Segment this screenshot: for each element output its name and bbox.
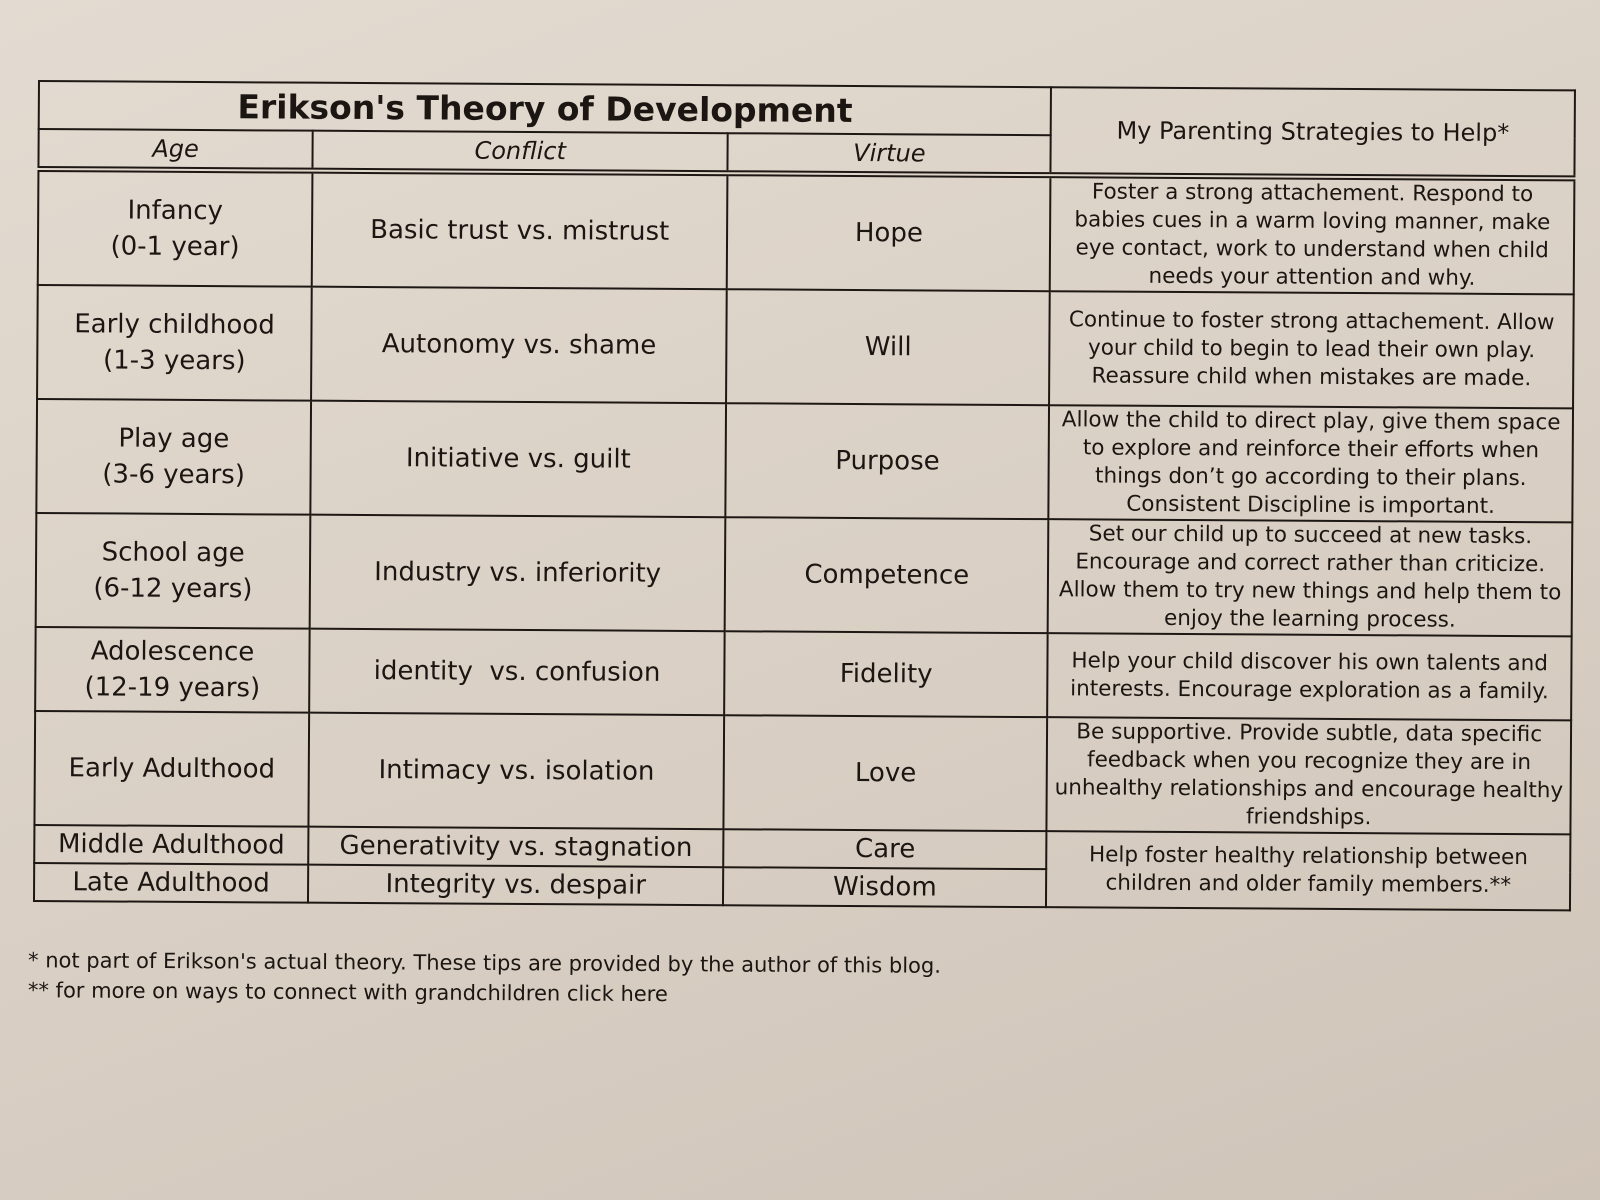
footnotes: * not part of Erikson's actual theory. T…: [28, 945, 941, 1011]
virtue-cell: Purpose: [725, 403, 1050, 520]
virtue-cell: Love: [723, 715, 1048, 832]
header-conflict: Conflict: [312, 130, 728, 174]
virtue-cell: Hope: [726, 173, 1051, 292]
strategy-cell: Help foster healthy relationship between…: [1046, 831, 1571, 911]
strategy-cell: Help your child discover his own talents…: [1047, 633, 1572, 721]
conflict-cell: Integrity vs. despair: [308, 864, 724, 906]
conflict-cell: Intimacy vs. isolation: [308, 712, 725, 830]
age-cell: School age (6-12 years): [35, 512, 311, 629]
erikson-table: Erikson's Theory of Development My Paren…: [33, 80, 1576, 911]
conflict-cell: Industry vs. inferiority: [309, 514, 726, 632]
conflict-cell: Generativity vs. stagnation: [308, 826, 724, 868]
header-virtue: Virtue: [727, 133, 1052, 176]
table-title: Erikson's Theory of Development: [38, 81, 1052, 136]
conflict-cell: Basic trust vs. mistrust: [311, 170, 728, 290]
table-row: Infancy (0-1 year) Basic trust vs. mistrus…: [37, 169, 1575, 295]
table-row: School age (6-12 years) Industry vs. infer…: [35, 512, 1573, 637]
table-row: Play age (3-6 years) Initiative vs. guilt P…: [36, 399, 1574, 523]
age-cell: Middle Adulthood: [34, 824, 309, 865]
table-row: Early Adulthood Intimacy vs. isolation Lov…: [34, 710, 1572, 835]
virtue-cell: Will: [726, 289, 1051, 406]
table-row: Early childhood (1-3 years) Autonomy vs. s…: [37, 285, 1574, 409]
virtue-cell: Wisdom: [723, 867, 1047, 908]
header-strategies: My Parenting Strategies to Help*: [1050, 87, 1575, 179]
footnote-2[interactable]: ** for more on ways to connect with gran…: [27, 978, 668, 1007]
virtue-cell: Competence: [724, 517, 1049, 634]
table-row: Adolescence (12-19 years) identity vs. con…: [35, 626, 1572, 721]
strategy-cell: Continue to foster strong attachement. A…: [1049, 291, 1574, 409]
strategy-cell: Set our child up to succeed at new tasks…: [1048, 519, 1573, 637]
age-cell: Adolescence (12-19 years): [35, 626, 310, 713]
strategy-cell: Be supportive. Provide subtle, data spec…: [1046, 717, 1572, 835]
virtue-cell: Fidelity: [724, 631, 1049, 718]
header-age: Age: [38, 129, 313, 171]
conflict-cell: Autonomy vs. shame: [311, 286, 727, 404]
age-cell: Early childhood (1-3 years): [37, 285, 312, 401]
strategy-cell: Allow the child to direct play, give the…: [1048, 405, 1574, 523]
age-cell: Play age (3-6 years): [36, 399, 312, 515]
conflict-cell: identity vs. confusion: [309, 628, 725, 716]
conflict-cell: Initiative vs. guilt: [310, 400, 727, 518]
strategy-cell: Foster a strong attachement. Respond to …: [1050, 175, 1575, 295]
age-cell: Early Adulthood: [34, 710, 310, 827]
virtue-cell: Care: [723, 829, 1047, 870]
age-cell: Late Adulthood: [33, 862, 309, 903]
age-cell: Infancy (0-1 year): [37, 169, 313, 287]
